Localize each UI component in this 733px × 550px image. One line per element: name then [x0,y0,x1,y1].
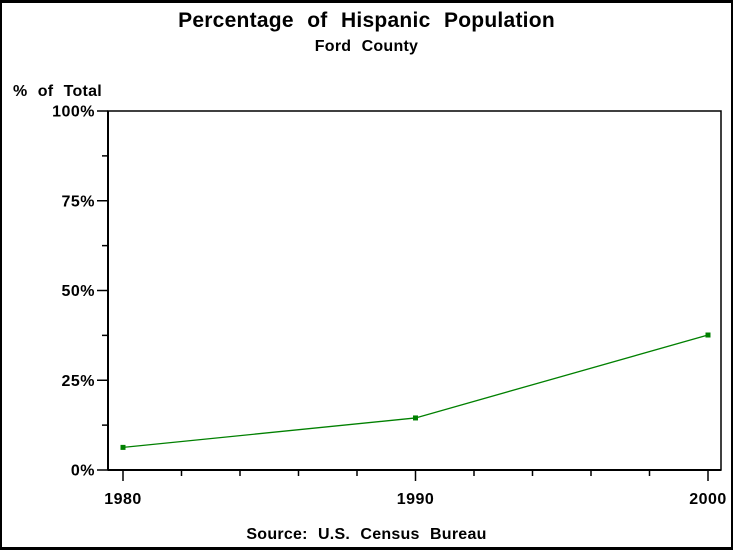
chart-subtitle: Ford County [314,38,419,55]
y-axis-tick-label: 25% [61,373,95,390]
y-axis-title: % of Total [13,83,102,100]
data-point-marker [120,444,126,450]
x-axis-tick-label: 1980 [104,491,142,508]
data-point-marker [413,415,418,421]
y-axis-tick-label: 100% [52,104,95,121]
x-axis-tick-label: 2000 [689,491,727,508]
y-axis-tick-label: 75% [61,193,95,210]
y-axis-tick-label: 50% [61,283,95,300]
data-point-marker [705,332,711,338]
data-line [122,334,709,449]
x-axis-tick-label: 1990 [397,491,435,508]
chart-footnote: Source: U.S. Census Bureau [246,526,487,543]
y-axis-tick-label: 0% [71,463,95,480]
chart-title: Percentage of Hispanic Population [178,9,555,32]
